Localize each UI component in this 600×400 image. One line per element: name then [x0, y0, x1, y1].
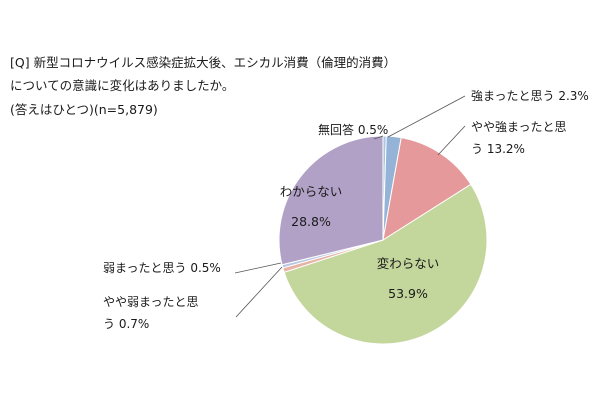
leader-line: [437, 125, 466, 156]
slice-data-label: わからない 28.8%: [280, 184, 343, 229]
slice-data-label: やや弱まったと思う 0.7%: [103, 295, 199, 331]
slice-data-label: 無回答 0.5%: [318, 122, 388, 137]
slice-data-label: やや強まったと思う 13.2%: [471, 120, 567, 156]
leader-line: [387, 95, 466, 138]
pie-slice-dont-know: [278, 135, 384, 266]
slice-data-label: 強まったと思う 2.3%: [471, 89, 589, 103]
leader-line: [234, 262, 282, 274]
slice-data-label: 変わらない 53.9%: [377, 256, 440, 301]
question-line-1: [Q] 新型コロナウイルス感染症拡大後、エシカル消費（倫理的消費）: [10, 55, 397, 70]
slice-data-label: 弱まったと思う 0.5%: [103, 261, 221, 275]
pie-slice-somewhat-strengthened: [382, 137, 472, 242]
pie-slice-unchanged: [283, 183, 488, 345]
leader-line: [373, 135, 384, 140]
question-line-2: についての意識に変化はありましたか。: [10, 78, 235, 93]
leader-line: [235, 266, 283, 318]
question-sample-size: (答えはひとつ)(n=5,879): [10, 102, 158, 117]
